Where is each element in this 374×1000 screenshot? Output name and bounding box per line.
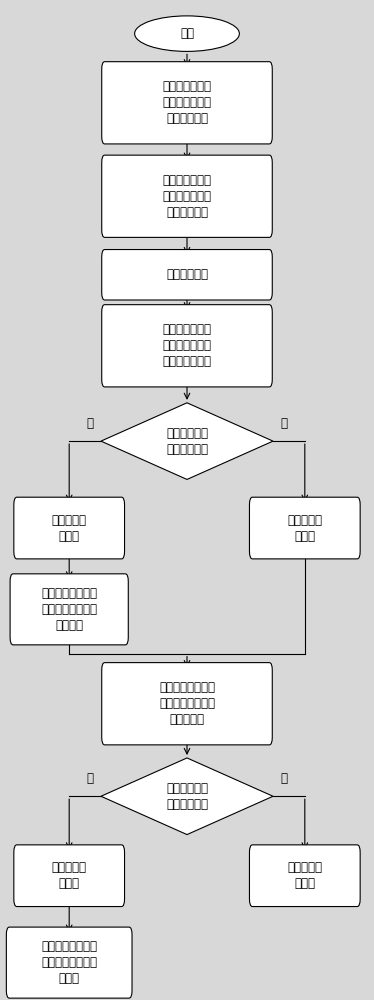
Text: 广播路由回
复消息: 广播路由回 复消息 (52, 861, 87, 890)
FancyBboxPatch shape (249, 497, 360, 559)
Text: 接收到路由回复消
息消息的节点存储
路由信息: 接收到路由回复消 息消息的节点存储 路由信息 (41, 587, 97, 632)
FancyBboxPatch shape (102, 663, 272, 745)
Text: 中继器有到地
面基站的路由: 中继器有到地 面基站的路由 (166, 782, 208, 811)
Text: 移动台向覆盖范围
内的中继器广播路
由请求消息: 移动台向覆盖范围 内的中继器广播路 由请求消息 (159, 681, 215, 726)
Text: 忽略路由请
求消息: 忽略路由请 求消息 (287, 514, 322, 543)
FancyBboxPatch shape (102, 250, 272, 300)
Text: 中继器有到地
面基站的路由: 中继器有到地 面基站的路由 (166, 427, 208, 456)
Text: 接收到消息的中
继器存储消息到
本地路由表中: 接收到消息的中 继器存储消息到 本地路由表中 (162, 174, 212, 219)
Text: 否: 否 (280, 417, 288, 430)
Text: 随机等待时间: 随机等待时间 (166, 268, 208, 281)
Text: 忽略路由请
求消息: 忽略路由请 求消息 (287, 861, 322, 890)
FancyBboxPatch shape (102, 62, 272, 144)
FancyBboxPatch shape (10, 574, 128, 645)
Text: 地面基站向覆盖
范围内的中继器
发送广播消息: 地面基站向覆盖 范围内的中继器 发送广播消息 (162, 80, 212, 125)
Text: 移动台接收到路由
请求消息，存储路
由信息: 移动台接收到路由 请求消息，存储路 由信息 (41, 940, 97, 985)
FancyBboxPatch shape (102, 305, 272, 387)
Text: 广播路由回
复消息: 广播路由回 复消息 (52, 514, 87, 543)
Text: 开始: 开始 (180, 27, 194, 40)
Text: 是: 是 (86, 772, 94, 785)
Text: 否: 否 (280, 772, 288, 785)
FancyBboxPatch shape (249, 845, 360, 907)
Ellipse shape (135, 16, 239, 51)
Polygon shape (101, 758, 273, 835)
FancyBboxPatch shape (14, 845, 125, 907)
FancyBboxPatch shape (102, 155, 272, 237)
Text: 是: 是 (86, 417, 94, 430)
FancyBboxPatch shape (14, 497, 125, 559)
FancyBboxPatch shape (6, 927, 132, 998)
Text: 中继器向覆盖范
围内的中继器广
播路由请求消息: 中继器向覆盖范 围内的中继器广 播路由请求消息 (162, 323, 212, 368)
Polygon shape (101, 403, 273, 479)
